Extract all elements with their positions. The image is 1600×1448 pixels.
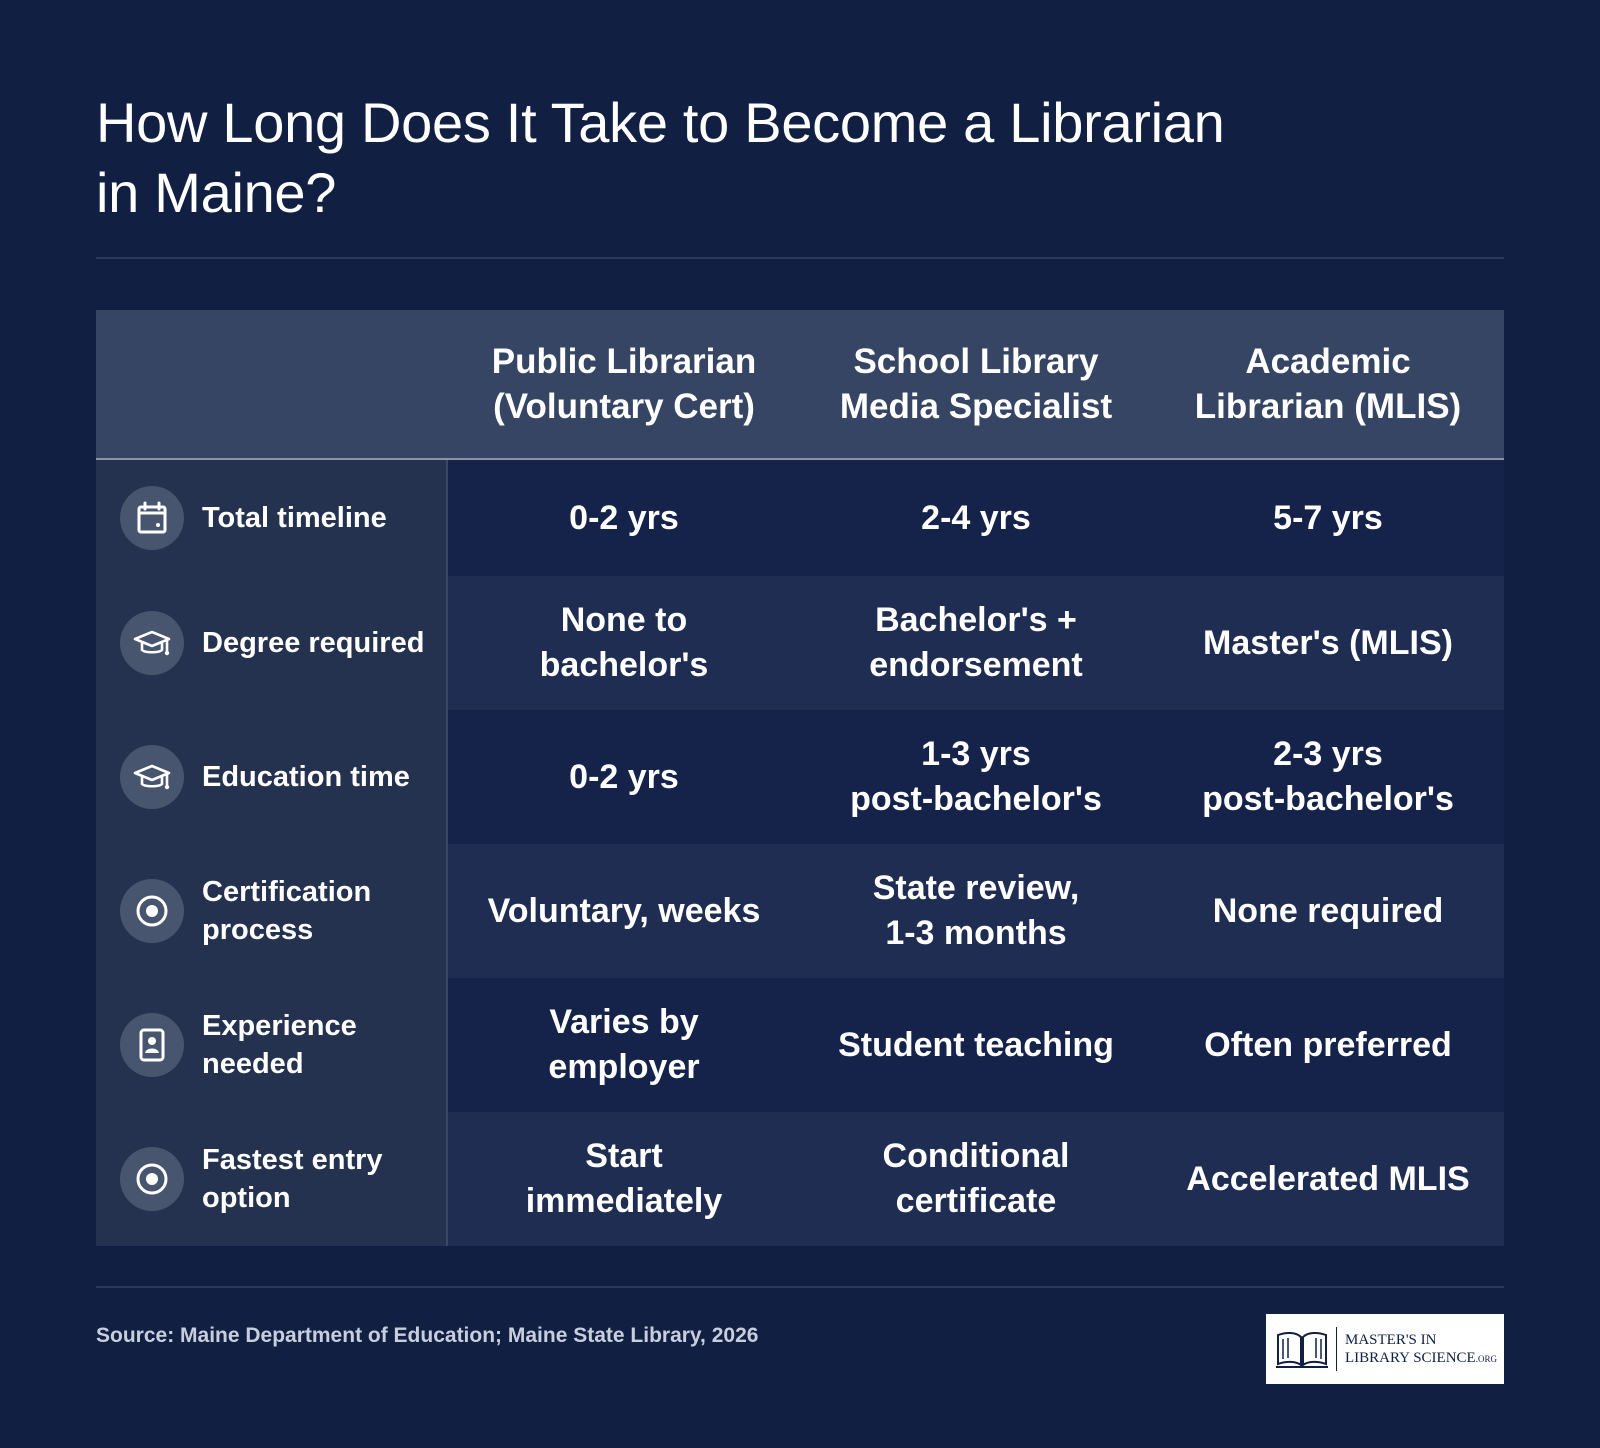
row-label: Total timeline: [96, 460, 448, 576]
table-row-education-time: Education time 0-2 yrs 1-3 yrs post-bache…: [96, 710, 1504, 844]
table-row-certification-process: Certification process Voluntary, weeks S…: [96, 844, 1504, 978]
row-label: Degree required: [96, 576, 448, 710]
table-cell: Often preferred: [1152, 978, 1504, 1112]
table-header: Public Librarian (Voluntary Cert) School …: [96, 310, 1504, 460]
row-label: Certification process: [96, 844, 448, 978]
table-cell: None to bachelor's: [448, 576, 800, 710]
table-cell: Voluntary, weeks: [448, 844, 800, 978]
title-line-1: How Long Does It Take to Become a Librar…: [96, 91, 1225, 154]
site-logo: MASTER'S IN LIBRARY SCIENCE.ORG: [1266, 1314, 1504, 1384]
table-row-total-timeline: Total timeline 0-2 yrs 2-4 yrs 5-7 yrs: [96, 460, 1504, 576]
table-cell: Start immediately: [448, 1112, 800, 1246]
table-cell: Varies by employer: [448, 978, 800, 1112]
header-corner: [96, 310, 448, 458]
table-cell: None required: [1152, 844, 1504, 978]
bottom-divider: [96, 1286, 1504, 1288]
row-label-text: Education time: [202, 761, 410, 793]
row-label-text: Total timeline: [202, 502, 387, 534]
table-cell: Student teaching: [800, 978, 1152, 1112]
comparison-table: Public Librarian (Voluntary Cert) School …: [96, 310, 1504, 1246]
column-header-school-library: School Library Media Specialist: [839, 342, 1113, 426]
target-icon: [120, 1147, 184, 1211]
row-label: Experience needed: [96, 978, 448, 1112]
row-label: Education time: [96, 710, 448, 844]
table-cell: 2-4 yrs: [800, 460, 1152, 576]
calendar-icon: [120, 486, 184, 550]
row-label-text: Degree required: [202, 627, 425, 659]
table-cell: State review, 1-3 months: [800, 844, 1152, 978]
target-icon: [120, 879, 184, 943]
table-row-degree-required: Degree required None to bachelor's Bachel…: [96, 576, 1504, 710]
graduation-cap-icon: [120, 611, 184, 675]
table-cell: 2-3 yrs post-bachelor's: [1152, 710, 1504, 844]
page-title: How Long Does It Take to Become a Librar…: [96, 88, 1296, 228]
table-row-fastest-entry-option: Fastest entry option Start immediately Co…: [96, 1112, 1504, 1246]
table-cell: Conditional certificate: [800, 1112, 1152, 1246]
table-cell: Bachelor's + endorsement: [800, 576, 1152, 710]
source-note: Source: Maine Department of Education; M…: [96, 1324, 759, 1347]
row-label-text: Experience needed: [202, 1010, 357, 1080]
column-header-public-librarian: Public Librarian (Voluntary Cert): [491, 342, 757, 426]
table-cell: 0-2 yrs: [448, 460, 800, 576]
logo-text: MASTER'S IN LIBRARY SCIENCE.ORG: [1345, 1331, 1497, 1366]
table-cell: Accelerated MLIS: [1152, 1112, 1504, 1246]
table-row-experience-needed: Experience needed Varies by employer Stud…: [96, 978, 1504, 1112]
graduation-cap-icon: [120, 745, 184, 809]
row-label-text: Fastest entry option: [202, 1144, 383, 1214]
row-label: Fastest entry option: [96, 1112, 448, 1246]
open-book-icon: [1276, 1331, 1328, 1368]
id-badge-icon: [120, 1013, 184, 1077]
logo-separator: [1336, 1327, 1337, 1371]
top-divider: [96, 257, 1504, 259]
table-cell: 1-3 yrs post-bachelor's: [800, 710, 1152, 844]
table-cell: 5-7 yrs: [1152, 460, 1504, 576]
row-label-text: Certification process: [202, 876, 372, 946]
column-header-academic-librarian: Academic Librarian (MLIS): [1194, 342, 1462, 426]
table-cell: 0-2 yrs: [448, 710, 800, 844]
table-cell: Master's (MLIS): [1152, 576, 1504, 710]
title-line-2: in Maine?: [96, 161, 337, 224]
